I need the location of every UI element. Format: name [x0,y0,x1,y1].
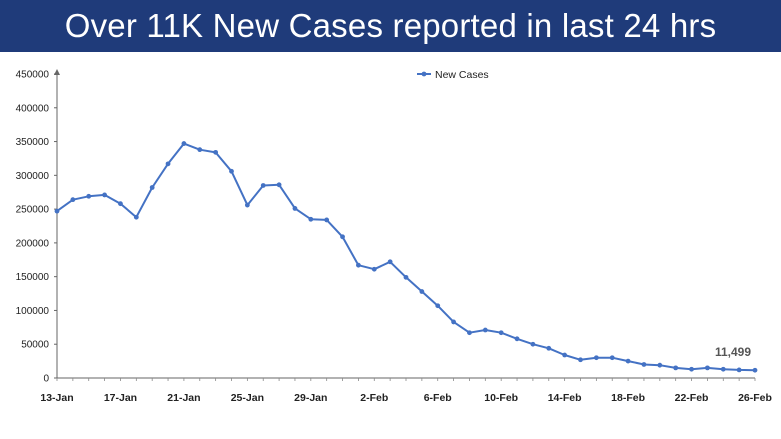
series-line [56,142,756,372]
data-point [229,168,234,174]
x-tick-label: 14-Feb [548,392,582,404]
y-tick-label: 350000 [16,137,50,148]
y-tick-label: 100000 [16,306,50,317]
data-point [340,234,345,240]
x-tick-label: 22-Feb [675,392,709,404]
y-tick-label: 250000 [16,205,50,216]
data-point [118,201,123,207]
data-point [244,202,250,208]
data-point [70,197,76,203]
y-tick-label: 400000 [16,103,50,114]
y-tick-label: 0 [43,374,49,385]
annotations: 11,499 [715,345,751,359]
x-tick-label: 17-Jan [104,392,137,404]
data-point [133,214,139,220]
data-point [276,182,282,188]
data-point [657,362,663,368]
data-point [641,362,647,367]
x-tick-label: 26-Feb [738,392,772,404]
data-point [609,355,615,361]
data-point [371,266,377,272]
y-tick-label: 450000 [16,70,50,81]
data-point [689,366,694,372]
data-point [673,365,679,371]
y-axis: 0 50000 100000 150000 200000 250000 300000 3500… [16,69,60,385]
x-tick-label: 2-Feb [360,392,388,404]
data-point [356,262,361,268]
series-new-cases [54,141,758,373]
y-tick-label: 200000 [16,238,50,249]
legend-swatch-marker [421,71,427,77]
title-banner: Over 11K New Cases reported in last 24 h… [0,0,781,52]
data-point [514,336,520,342]
data-point [546,345,552,351]
data-point [387,259,393,265]
x-tick-label: 10-Feb [484,392,518,404]
data-point [102,192,107,198]
x-tick-label: 25-Jan [231,392,264,404]
data-point [625,358,631,364]
data-point [578,357,583,363]
y-tick-label: 150000 [16,272,50,283]
data-point [308,216,314,222]
x-tick-label: 29-Jan [294,392,327,404]
data-point [562,352,568,358]
data-point [324,217,330,223]
y-tick-label: 50000 [21,340,49,351]
page-title: Over 11K New Cases reported in last 24 h… [64,7,717,44]
annotation-label: 11,499 [715,345,751,359]
x-tick-label: 6-Feb [424,392,452,404]
data-point [181,141,187,146]
data-point [736,367,742,373]
data-point [260,183,266,188]
data-point [86,193,92,199]
data-point [720,366,726,372]
legend: New Cases [417,69,489,81]
data-point [705,365,710,371]
data-point [752,367,758,373]
data-point [149,185,155,190]
data-point [530,341,536,347]
data-point [292,206,298,211]
data-point [213,149,219,155]
data-point [165,161,171,167]
data-point [54,208,60,214]
data-point [197,147,203,153]
y-tick-label: 300000 [16,171,50,182]
legend-label: New Cases [435,69,489,81]
x-tick-label: 21-Jan [167,392,200,404]
x-tick-label: 18-Feb [611,392,645,404]
x-axis: 13-Jan 17-Jan 21-Jan 25-Jan 29-Jan 2-Feb 6-Feb… [40,377,772,404]
data-point [467,330,472,336]
data-point [451,319,456,325]
data-point [482,327,488,333]
data-point [498,330,504,336]
data-point [419,289,425,294]
line-chart: 0 50000 100000 150000 200000 250000 300000 3500… [16,69,772,404]
data-point [403,274,409,280]
data-point [435,303,441,309]
data-point [593,355,599,361]
x-tick-label: 13-Jan [40,392,73,404]
